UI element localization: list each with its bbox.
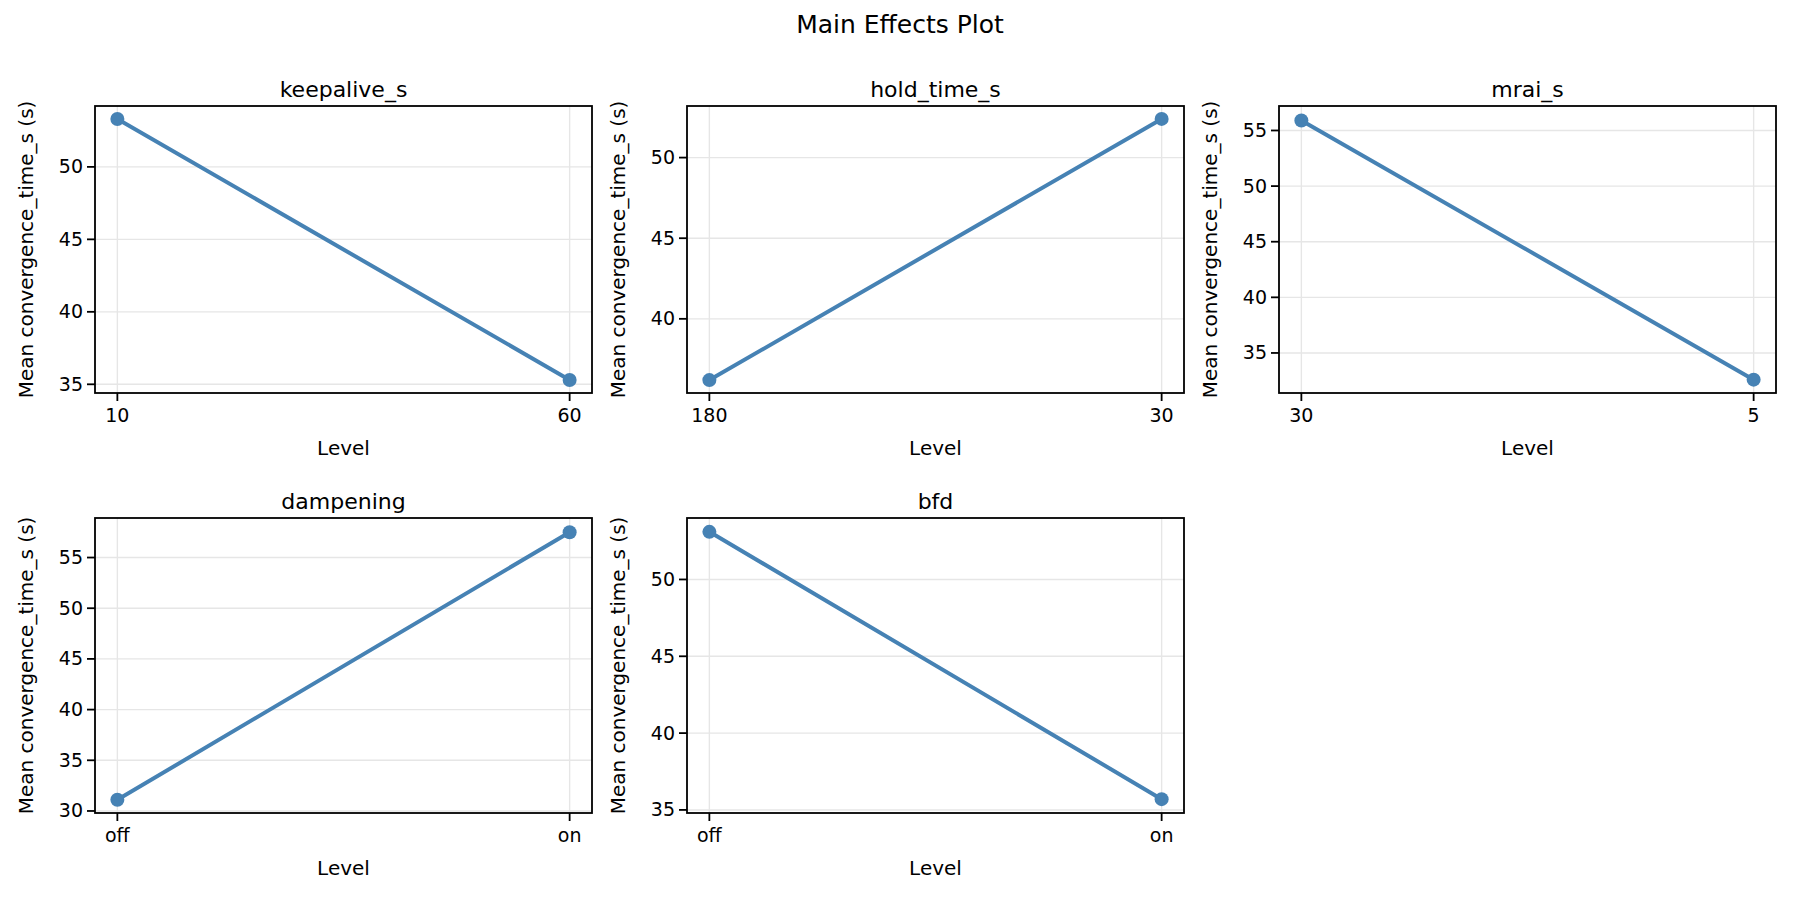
y-tick-label: 45 xyxy=(1243,230,1267,252)
subplot-title: bfd xyxy=(918,489,954,514)
y-tick-label: 50 xyxy=(1243,175,1267,197)
y-tick-label: 45 xyxy=(651,645,675,667)
subplot-dampening: 30 35 40 45 50 55 off on dampening Mean convergen… xyxy=(0,463,616,900)
y-axis-label: Mean convergence_time_s (s) xyxy=(606,517,630,815)
y-tick-label: 45 xyxy=(651,227,675,249)
y-tick-label: 30 xyxy=(59,799,83,821)
data-point-marker xyxy=(1747,373,1761,387)
data-point-marker xyxy=(563,373,577,387)
x-tick-label: 5 xyxy=(1748,404,1760,426)
subplot-title: keepalive_s xyxy=(280,77,408,103)
x-tick-label: off xyxy=(697,824,723,846)
data-point-marker xyxy=(1155,112,1169,126)
subplot-bfd: 35 40 45 50 off on bfd Mean convergence_time_s … xyxy=(592,463,1208,900)
x-tick-label: 180 xyxy=(691,404,727,426)
x-tick-label: 30 xyxy=(1289,404,1313,426)
data-line xyxy=(709,532,1161,799)
x-tick-label: 30 xyxy=(1150,404,1174,426)
main-effects-figure: Main Effects Plot 35 40 45 50 10 60 keepalive_… xyxy=(0,0,1800,900)
x-axis-label: Level xyxy=(1501,436,1554,460)
y-axis-label: Mean convergence_time_s (s) xyxy=(14,517,38,815)
y-tick-label: 35 xyxy=(1243,341,1267,363)
subplot-title: hold_time_s xyxy=(870,77,1001,103)
y-tick-label: 50 xyxy=(59,597,83,619)
data-line xyxy=(117,119,569,380)
x-axis-label: Level xyxy=(909,856,962,880)
data-line xyxy=(1301,120,1753,379)
y-tick-label: 50 xyxy=(59,155,83,177)
x-tick-label: 60 xyxy=(558,404,582,426)
y-tick-label: 50 xyxy=(651,568,675,590)
data-point-marker xyxy=(1155,792,1169,806)
figure-title: Main Effects Plot xyxy=(0,10,1800,40)
subplot-hold_time_s: 40 45 50 180 30 hold_time_s Mean convergence_t… xyxy=(592,51,1208,500)
x-axis-label: Level xyxy=(317,436,370,460)
x-tick-label: 10 xyxy=(105,404,129,426)
data-point-marker xyxy=(110,793,124,807)
y-axis-label: Mean convergence_time_s (s) xyxy=(1198,101,1222,399)
x-tick-label: on xyxy=(1150,824,1174,846)
subplot-keepalive_s: 35 40 45 50 10 60 keepalive_s Mean convergence_… xyxy=(0,51,616,500)
y-tick-label: 35 xyxy=(651,798,675,820)
y-tick-label: 55 xyxy=(59,546,83,568)
subplot-mrai_s: 35 40 45 50 55 30 5 mrai_s Mean convergence_time… xyxy=(1184,51,1800,500)
y-tick-label: 45 xyxy=(59,228,83,250)
y-tick-label: 35 xyxy=(59,373,83,395)
subplot-title: mrai_s xyxy=(1491,77,1564,103)
y-tick-label: 40 xyxy=(59,698,83,720)
x-tick-label: off xyxy=(105,824,131,846)
y-tick-label: 55 xyxy=(1243,119,1267,141)
y-tick-label: 40 xyxy=(651,307,675,329)
x-axis-label: Level xyxy=(909,436,962,460)
y-tick-label: 40 xyxy=(1243,286,1267,308)
x-axis-label: Level xyxy=(317,856,370,880)
y-tick-label: 45 xyxy=(59,647,83,669)
data-point-marker xyxy=(702,525,716,539)
y-axis-label: Mean convergence_time_s (s) xyxy=(606,101,630,399)
y-tick-label: 40 xyxy=(59,300,83,322)
data-point-marker xyxy=(110,112,124,126)
y-tick-label: 40 xyxy=(651,722,675,744)
data-point-marker xyxy=(702,373,716,387)
data-point-marker xyxy=(563,525,577,539)
data-point-marker xyxy=(1294,113,1308,127)
y-axis-label: Mean convergence_time_s (s) xyxy=(14,101,38,399)
y-tick-label: 50 xyxy=(651,146,675,168)
y-tick-label: 35 xyxy=(59,749,83,771)
subplot-title: dampening xyxy=(281,489,405,514)
x-tick-label: on xyxy=(558,824,582,846)
